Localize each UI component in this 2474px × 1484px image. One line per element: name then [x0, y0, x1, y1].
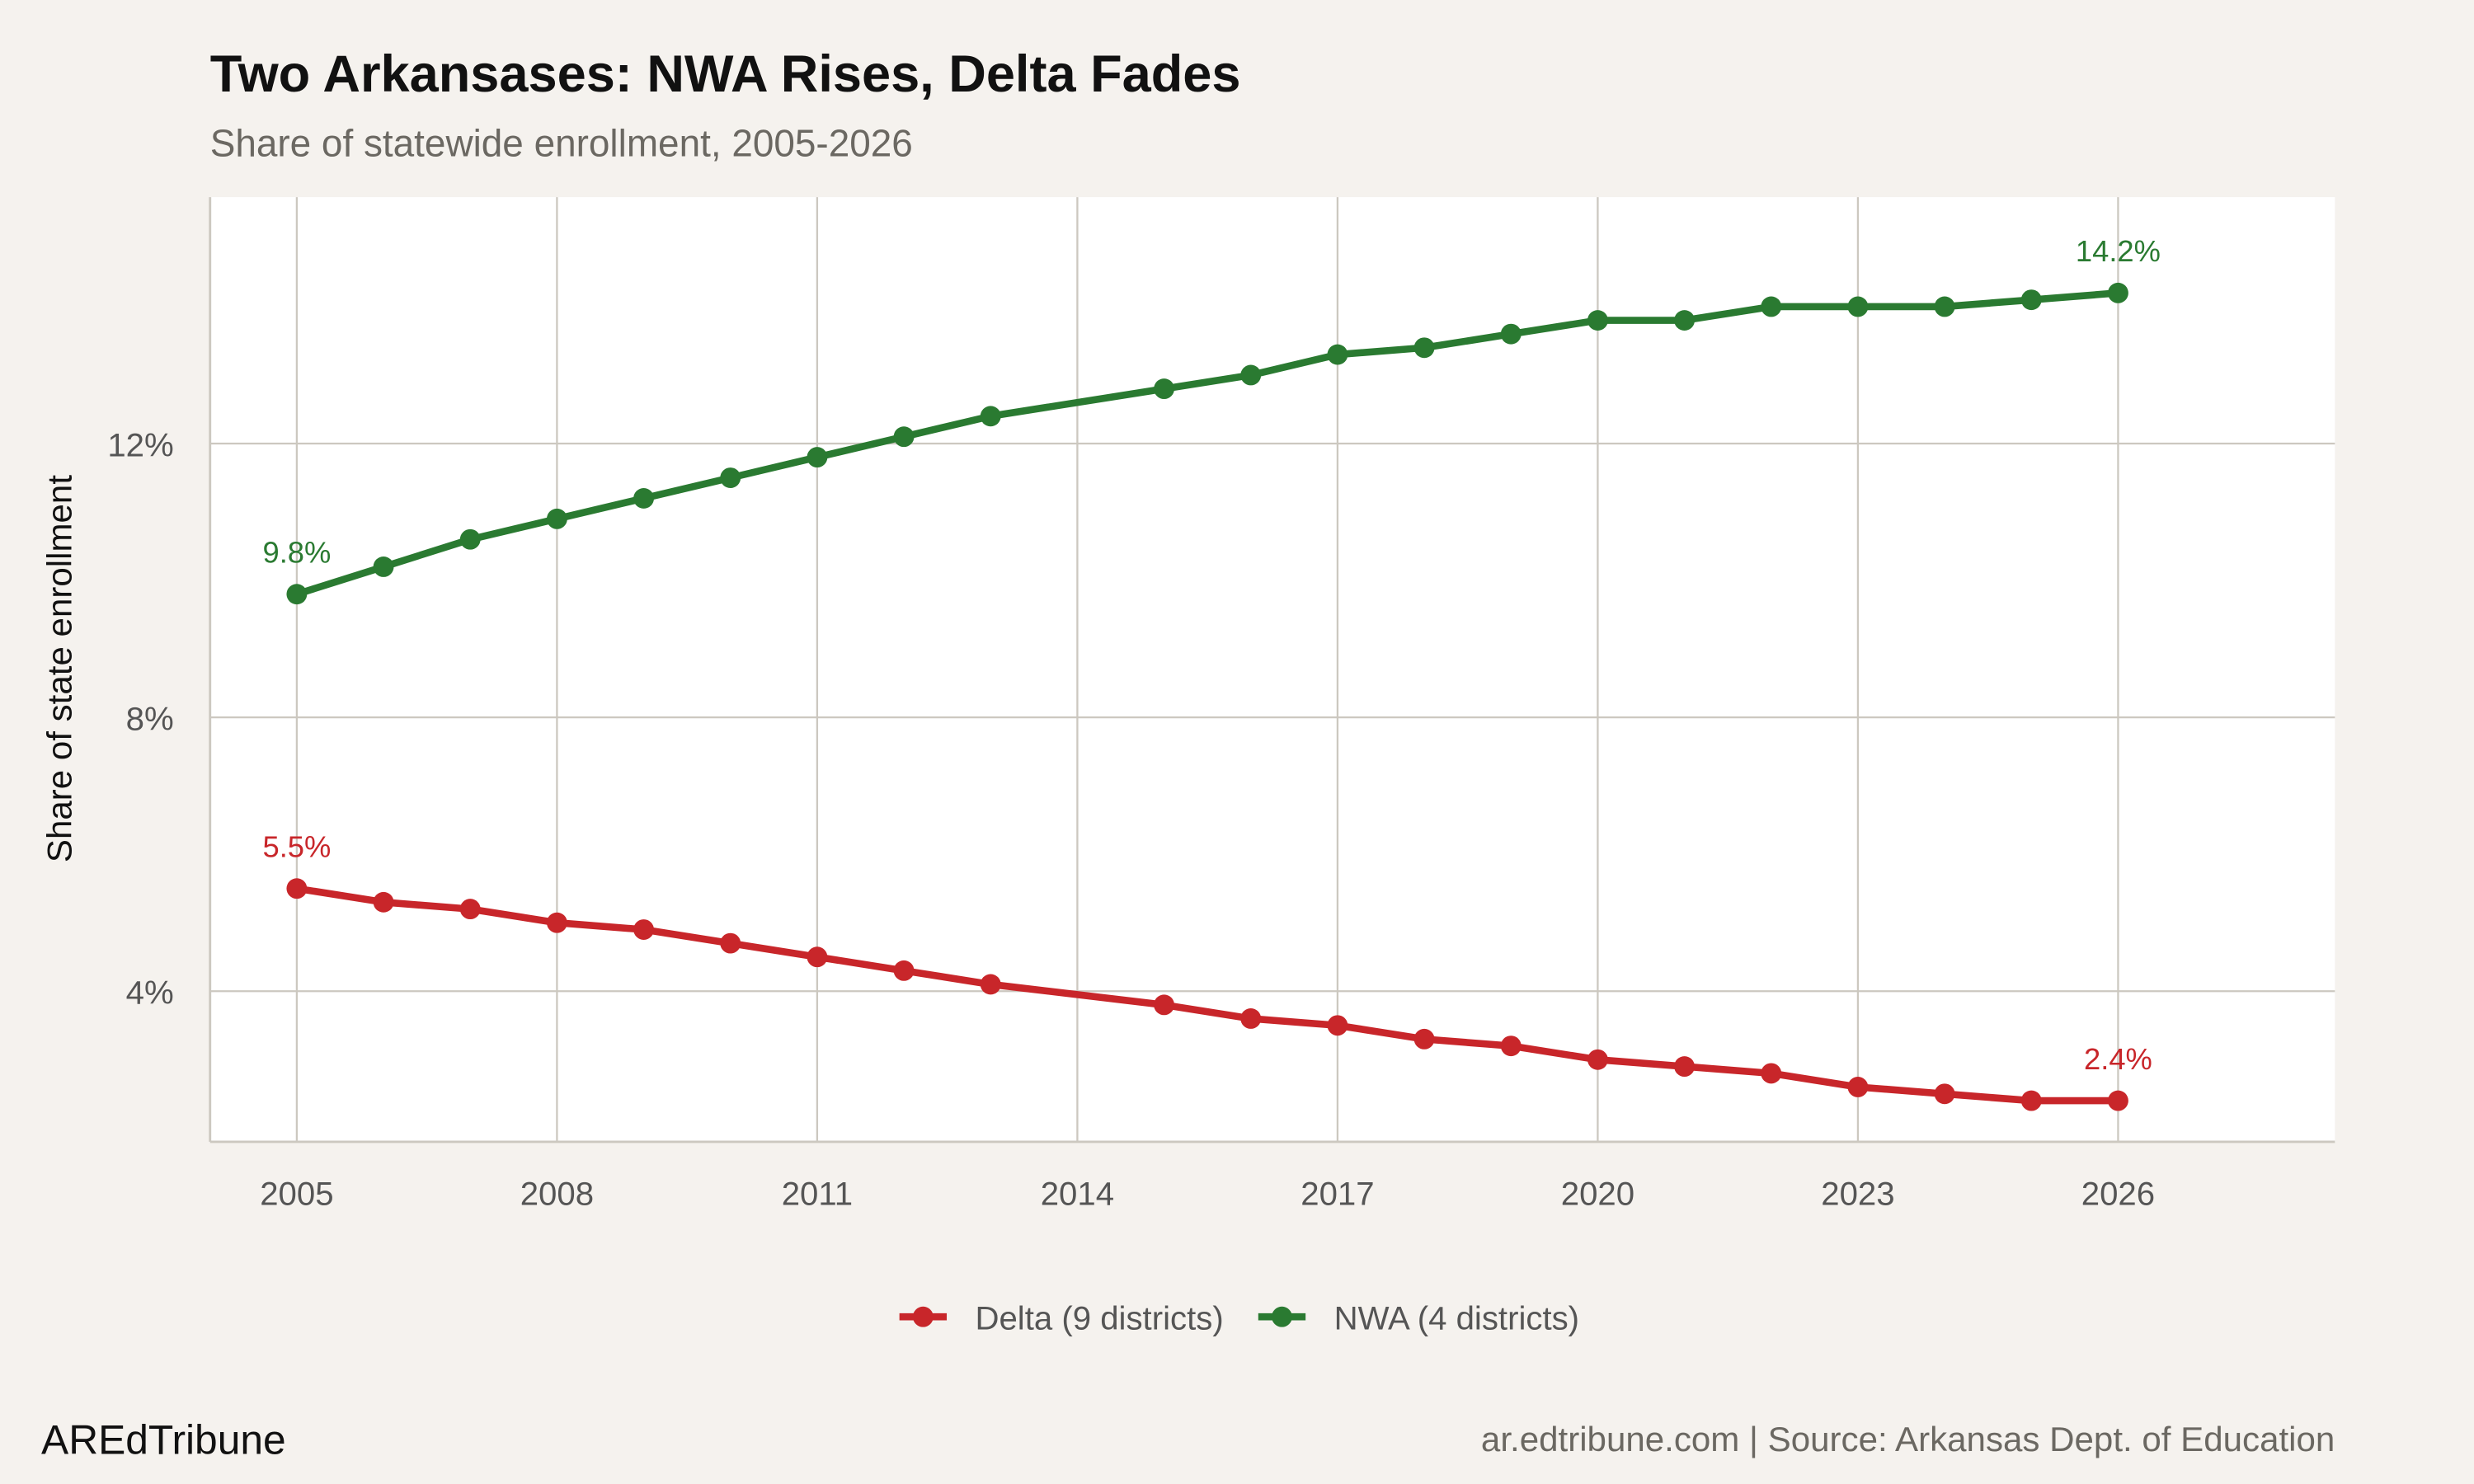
series-delta: 5.5% 2.4% [262, 829, 2152, 1111]
data-point [633, 919, 655, 940]
legend: Delta (9 districts) NWA (4 districts) [899, 1300, 1579, 1337]
series-layer: 5.5% 2.4% 9.8% 14.2% [262, 234, 2161, 1111]
data-point [1847, 1077, 1869, 1097]
legend-item: NWA (4 districts) [1258, 1300, 1579, 1337]
data-point [1761, 296, 1782, 317]
data-point [720, 932, 741, 954]
data-point [1847, 296, 1869, 317]
legend-label: Delta (9 districts) [975, 1300, 1223, 1337]
x-tick-label: 2005 [260, 1175, 333, 1212]
data-point [286, 584, 308, 605]
data-point [807, 447, 828, 468]
data-point [2020, 289, 2042, 311]
x-tick-label: 2023 [1821, 1175, 1894, 1212]
data-point [373, 891, 394, 913]
data-point [1240, 364, 1262, 386]
chart-subtitle: Share of statewide enrollment, 2005-2026 [210, 121, 913, 164]
data-point [2020, 1090, 2042, 1111]
data-point [1674, 310, 1696, 331]
series-nwa: 9.8% 14.2% [262, 234, 2161, 605]
grid [209, 197, 2335, 1142]
data-point [980, 406, 1001, 427]
data-point [980, 974, 1001, 995]
end-value-label: 14.2% [2076, 234, 2161, 268]
x-tick-label: 2026 [2081, 1175, 2155, 1212]
chart-title: Two Arkansases: NWA Rises, Delta Fades [210, 45, 1241, 103]
data-point [720, 467, 741, 488]
plot-panel [209, 197, 2335, 1142]
y-axis-label: Share of state enrollment [40, 475, 78, 862]
x-tick-label: 2014 [1041, 1175, 1114, 1212]
data-point [1154, 994, 1175, 1016]
footer-brand: AREdTribune [41, 1417, 286, 1463]
legend-key-point [912, 1306, 934, 1327]
data-point [2107, 1090, 2128, 1111]
data-point [459, 528, 481, 550]
data-point [546, 912, 567, 933]
data-point [893, 426, 915, 448]
data-point [1327, 1015, 1348, 1036]
data-point [1761, 1063, 1782, 1084]
data-point [1413, 337, 1435, 359]
data-point [1934, 1083, 1955, 1105]
y-tick-label: 4% [126, 974, 174, 1012]
data-point [633, 488, 655, 509]
footer-source: ar.edtribune.com | Source: Arkansas Dept… [1481, 1420, 2335, 1458]
legend-item: Delta (9 districts) [899, 1300, 1224, 1337]
data-point [373, 556, 394, 577]
data-point [1587, 1049, 1608, 1070]
data-point [2107, 282, 2128, 303]
data-point [1587, 310, 1608, 331]
data-point [1413, 1028, 1435, 1050]
end-value-label: 2.4% [2084, 1042, 2152, 1076]
data-point [1154, 378, 1175, 400]
x-tick-label: 2017 [1300, 1175, 1374, 1212]
data-point [1500, 323, 1522, 345]
data-point [1674, 1056, 1696, 1078]
data-point [893, 960, 915, 981]
legend-label: NWA (4 districts) [1334, 1300, 1579, 1337]
start-value-label: 9.8% [262, 535, 331, 569]
data-point [807, 946, 828, 968]
data-point [286, 878, 308, 899]
y-tick-label: 8% [126, 700, 174, 737]
data-point [1934, 296, 1955, 317]
x-tick-label: 2008 [520, 1175, 594, 1212]
data-point [1500, 1036, 1522, 1057]
data-point [1240, 1008, 1262, 1029]
y-tick-label: 12% [107, 426, 173, 463]
legend-key-point [1272, 1306, 1292, 1327]
x-tick-label: 2020 [1561, 1175, 1634, 1212]
data-point [546, 508, 567, 529]
start-value-label: 5.5% [262, 829, 331, 863]
data-point [1327, 344, 1348, 365]
axes: 2005 2008 2011 2014 2017 2020 2023 2026 4% 8% 12% [107, 197, 2335, 1212]
data-point [459, 899, 481, 920]
x-tick-label: 2011 [782, 1175, 853, 1212]
